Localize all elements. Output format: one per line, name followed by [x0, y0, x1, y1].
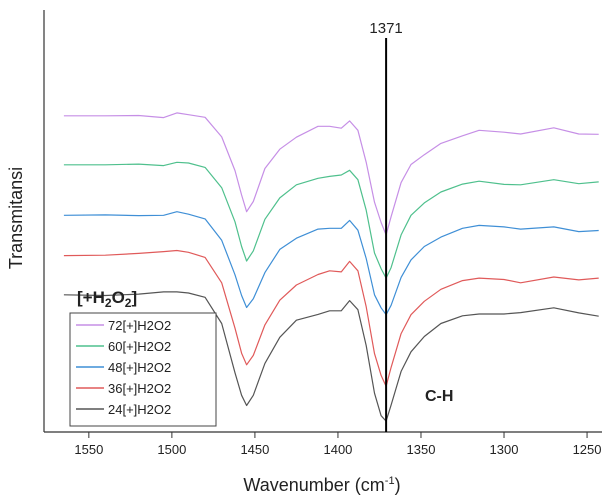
y-axis-title: Transmitansi [6, 167, 26, 269]
x-tick-label: 1450 [240, 442, 269, 457]
series-line-60[+]H2O2 [63, 161, 599, 279]
legend-box [69, 312, 217, 427]
legend-title-mid: O [112, 288, 125, 307]
axes: 1550 1500 1450 1400 1350 1300 1250 [43, 10, 602, 457]
legend-label: 36[+]H2O2 [108, 381, 171, 396]
x-axis-title-unit: (cm [355, 475, 385, 495]
x-axis-title-close: ) [395, 475, 401, 495]
legend-title-sub2: 2 [125, 296, 132, 310]
x-tick-label: 1250 [573, 442, 602, 457]
legend-title-sub1: 2 [105, 296, 112, 310]
series-lines [63, 112, 599, 422]
x-tick-label: 1500 [157, 442, 186, 457]
series-line-36[+]H2O2 [63, 249, 599, 387]
legend-label: 72[+]H2O2 [108, 318, 171, 333]
annotation-label: C-H [425, 388, 453, 405]
legend: 72[+]H2O2 60[+]H2O2 48[+]H2O2 36[+]H2O2 24[+… [69, 312, 217, 427]
x-axis-title-sup: -1 [385, 475, 395, 487]
legend-label: 24[+]H2O2 [108, 402, 171, 417]
x-axis-title: Wavenumber (cm-1) [243, 475, 400, 495]
legend-label: 60[+]H2O2 [108, 339, 171, 354]
series-line-48[+]H2O2 [63, 211, 599, 316]
x-axis-title-main: Wavenumber [243, 475, 349, 495]
series-line-72[+]H2O2 [63, 112, 599, 236]
legend-label: 48[+]H2O2 [108, 360, 171, 375]
x-ticks: 1550 1500 1450 1400 1350 1300 1250 [74, 432, 602, 457]
peak-marker-label: 1371 [369, 20, 402, 37]
legend-title-suffix: ] [131, 288, 137, 307]
legend-title: [+H2O2] [77, 288, 137, 310]
x-tick-label: 1550 [74, 442, 103, 457]
legend-title-prefix: [+H [77, 288, 105, 307]
series-line-24[+]H2O2 [63, 291, 599, 422]
x-tick-label: 1300 [490, 442, 519, 457]
x-tick-label: 1400 [323, 442, 352, 457]
x-tick-label: 1350 [407, 442, 436, 457]
